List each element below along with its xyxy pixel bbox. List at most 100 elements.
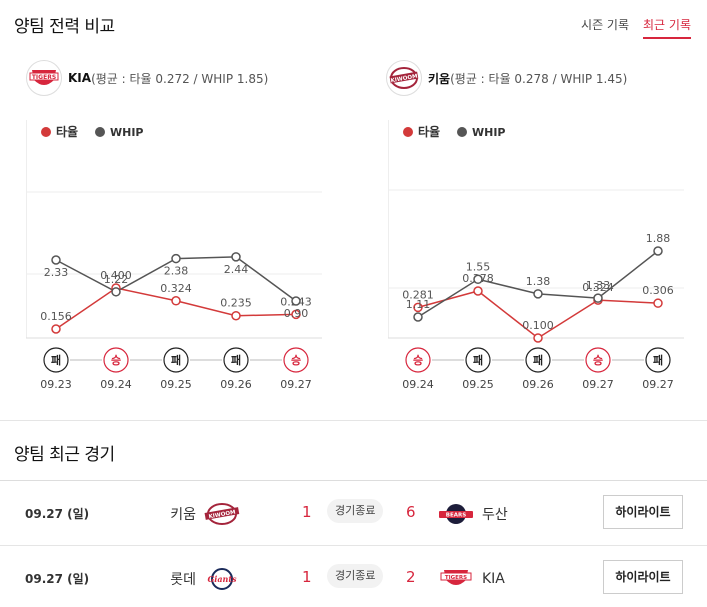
avg-data-label: 0.324 bbox=[582, 281, 614, 294]
legend-avg-marker bbox=[403, 127, 413, 137]
date-tick-label: 09.27 bbox=[582, 378, 614, 391]
avg-data-label: 0.400 bbox=[100, 269, 132, 282]
loss-badge bbox=[465, 347, 491, 373]
win-badge bbox=[405, 347, 431, 373]
whip-data-point bbox=[533, 289, 543, 299]
section-divider bbox=[0, 420, 707, 421]
away-score: 6 bbox=[406, 503, 416, 521]
result-label: 패 bbox=[473, 353, 483, 367]
svg-text:KIWOOM: KIWOOM bbox=[208, 510, 236, 521]
whip-data-point bbox=[473, 274, 483, 285]
loss-badge bbox=[525, 347, 551, 373]
avg-data-label: 0.235 bbox=[220, 297, 252, 310]
team-name: KIA bbox=[68, 71, 92, 85]
whip-data-label: 2.38 bbox=[164, 265, 189, 278]
result-label: 패 bbox=[231, 353, 241, 367]
list-divider bbox=[0, 480, 707, 481]
kia-tigers-logo: TIGERS bbox=[26, 60, 62, 96]
date-tick-label: 09.24 bbox=[100, 378, 132, 391]
win-badge bbox=[585, 347, 611, 373]
home-team-name: 키움 bbox=[170, 507, 196, 523]
result-label: 패 bbox=[51, 353, 61, 367]
svg-text:TIGERS: TIGERS bbox=[445, 575, 467, 581]
lotte-giants-logo: Giants bbox=[207, 568, 237, 590]
whip-data-label: 1.33 bbox=[586, 279, 611, 292]
date-tick-label: 09.27 bbox=[280, 378, 312, 391]
kiwoom-performance-chart: 타율WHIP0.2811.11승09.240.3781.55패09.250.10… bbox=[388, 120, 684, 391]
row-divider bbox=[0, 545, 707, 546]
avg-data-point bbox=[291, 309, 301, 320]
svg-text:KIWOOM: KIWOOM bbox=[390, 74, 418, 85]
whip-data-point bbox=[171, 253, 181, 264]
loss-badge bbox=[645, 347, 671, 373]
chart-kiwoom: 타율WHIP0.2811.11승09.240.3781.55패09.250.10… bbox=[388, 120, 688, 392]
avg-data-point bbox=[533, 333, 543, 343]
legend-avg-marker bbox=[41, 127, 51, 137]
legend-whip-label: WHIP bbox=[110, 126, 144, 139]
avg-data-label: 0.100 bbox=[522, 319, 554, 332]
whip-data-label: 2.33 bbox=[44, 266, 69, 279]
svg-text:Giants: Giants bbox=[207, 574, 237, 584]
game-row: 09.27 (일) 롯데 Giants 1 경기종료 2 TIGERS KIA … bbox=[0, 546, 707, 607]
date-tick-label: 09.26 bbox=[522, 378, 554, 391]
result-label: 승 bbox=[111, 354, 121, 367]
team-header-kia: TIGERS KIA (평균 : 타율 0.272 / WHIP 1.85) bbox=[26, 60, 268, 96]
avg-data-point bbox=[653, 298, 663, 308]
highlight-button[interactable]: 하이라이트 bbox=[603, 560, 683, 594]
whip-data-label: 1.55 bbox=[466, 260, 491, 273]
loss-badge bbox=[223, 347, 249, 373]
whip-data-label: 2.44 bbox=[224, 263, 249, 276]
avg-data-point bbox=[473, 286, 483, 296]
tab-season-record[interactable]: 시즌 기록 bbox=[581, 18, 630, 32]
result-label: 승 bbox=[413, 354, 423, 367]
away-team-name: 두산 bbox=[482, 507, 508, 523]
legend-avg-label: 타율 bbox=[418, 124, 440, 139]
whip-data-point bbox=[291, 296, 301, 306]
loss-badge bbox=[163, 347, 189, 373]
date-tick-label: 09.26 bbox=[220, 378, 252, 391]
whip-data-point bbox=[51, 255, 61, 265]
home-team: 롯데 Giants bbox=[170, 568, 242, 590]
date-tick-label: 09.27 bbox=[642, 378, 674, 391]
home-team-name: 롯데 bbox=[170, 572, 196, 588]
avg-data-point bbox=[413, 302, 423, 313]
avg-data-point bbox=[231, 310, 241, 321]
result-label: 승 bbox=[291, 354, 301, 367]
highlight-button[interactable]: 하이라이트 bbox=[603, 495, 683, 529]
avg-data-label: 0.281 bbox=[402, 288, 434, 301]
whip-data-point bbox=[231, 252, 241, 262]
legend-whip-label: WHIP bbox=[472, 126, 506, 139]
team-average-stats: (평균 : 타율 0.272 / WHIP 1.85) bbox=[91, 71, 269, 86]
team-header-kiwoom: KIWOOM 키움 (평균 : 타율 0.278 / WHIP 1.45) bbox=[386, 60, 627, 96]
legend-whip-marker bbox=[95, 127, 105, 137]
away-team: BEARS 두산 bbox=[436, 503, 508, 525]
game-date: 09.27 (일) bbox=[25, 507, 90, 521]
date-tick-label: 09.25 bbox=[462, 378, 494, 391]
whip-data-label: 1.88 bbox=[646, 232, 671, 245]
avg-data-label: 0.324 bbox=[160, 282, 192, 295]
tab-recent-record[interactable]: 최근 기록 bbox=[643, 16, 691, 39]
svg-text:BEARS: BEARS bbox=[446, 513, 466, 519]
record-tabs: 시즌 기록 최근 기록 bbox=[581, 16, 691, 39]
result-label: 패 bbox=[533, 353, 543, 367]
avg-data-point bbox=[51, 324, 61, 334]
legend-avg-label: 타율 bbox=[56, 124, 78, 139]
whip-data-label: 0.90 bbox=[284, 307, 309, 320]
legend-whip-marker bbox=[457, 127, 467, 137]
whip-data-point bbox=[653, 246, 663, 256]
team-name: 키움 bbox=[428, 71, 451, 86]
game-row: 09.27 (일) 키움 KIWOOM 1 경기종료 6 BEARS 두산 하이… bbox=[0, 481, 707, 545]
chart-kia: 타율 WHIP 0.156 2.33 패 09.23 0.400 1.22 승 09.24 0.32… bbox=[26, 120, 326, 392]
kia-tigers-logo: TIGERS bbox=[440, 570, 472, 585]
avg-data-label: 0.306 bbox=[642, 284, 674, 297]
date-tick-label: 09.24 bbox=[402, 378, 434, 391]
date-tick-label: 09.25 bbox=[160, 378, 192, 391]
team-average-stats: (평균 : 타율 0.278 / WHIP 1.45) bbox=[450, 71, 628, 86]
whip-data-point bbox=[413, 312, 423, 322]
game-date: 09.27 (일) bbox=[25, 572, 90, 586]
svg-text:TIGERS: TIGERS bbox=[32, 74, 56, 81]
doosan-bears-logo: BEARS bbox=[439, 504, 473, 524]
whip-data-point bbox=[111, 287, 121, 297]
result-label: 패 bbox=[653, 353, 663, 367]
